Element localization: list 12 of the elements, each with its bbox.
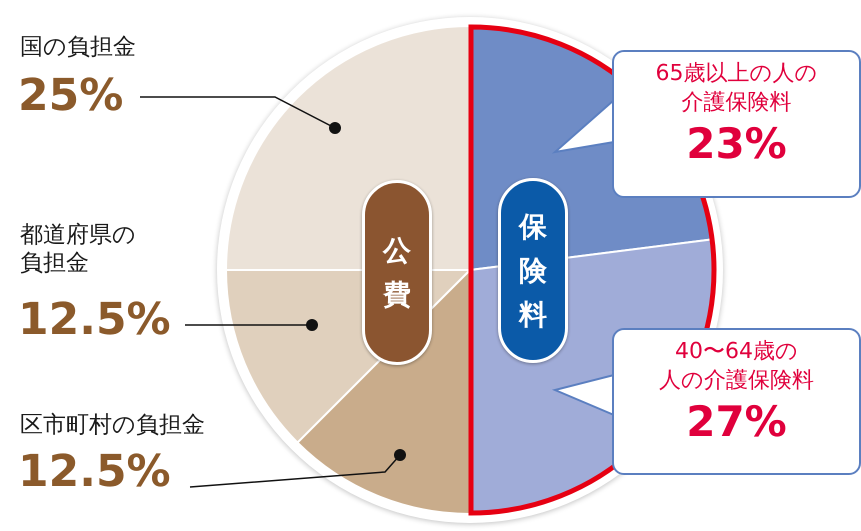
slice-label: 65歳以上の人の介護保険料 (654, 60, 818, 117)
data-label: 27% (685, 397, 788, 446)
data-label: 23% (685, 119, 788, 168)
data-label: 25% (18, 70, 124, 123)
data-label: 12.5% (18, 294, 171, 347)
slice-label: 国の負担金 (20, 34, 136, 62)
slice-label: 40〜64歳の人の介護保険料 (658, 338, 815, 395)
text: 公費 (382, 232, 412, 312)
data-label: 12.5% (18, 446, 171, 499)
slice-label: 区市町村の負担金 (20, 412, 205, 440)
slice-label: 都道府県の負担金 (20, 222, 136, 278)
text: 保険料 (518, 208, 548, 332)
